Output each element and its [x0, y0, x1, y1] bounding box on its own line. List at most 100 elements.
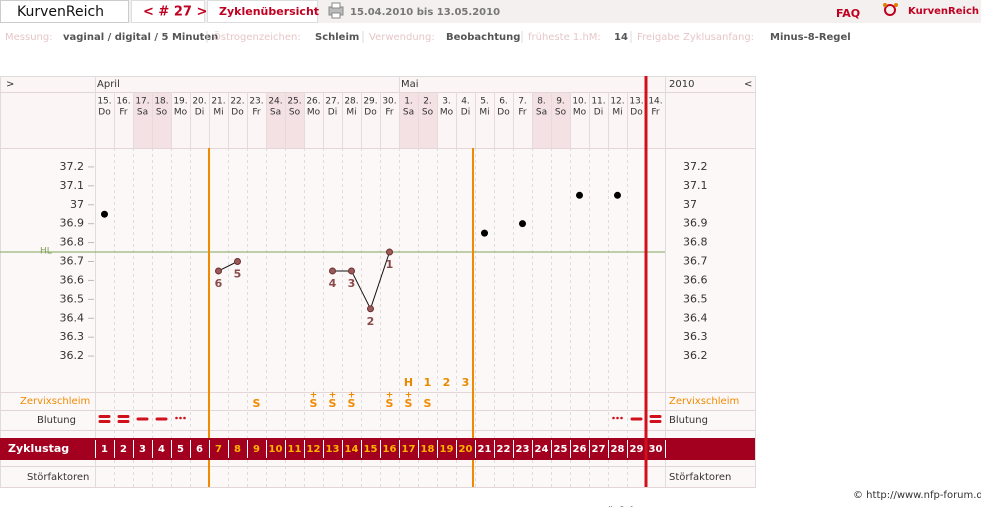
brand-icon: [883, 3, 898, 16]
cycle-day: 19: [440, 444, 454, 455]
mucus-mark: S: [424, 397, 432, 410]
cycle-day: 20: [459, 444, 473, 455]
bleeding-dot: [612, 416, 615, 420]
day-weekday: Mo: [307, 108, 321, 118]
day-weekday: Fr: [252, 108, 261, 118]
overview-box[interactable]: [207, 0, 318, 23]
cycle-chart: > <2010April15.Do16.Fr17.Sa18.So19.Mo20.D…: [0, 76, 756, 488]
temp-point: [614, 191, 621, 199]
bleeding-mark: [98, 415, 111, 423]
cycle-day: 7: [215, 444, 222, 455]
count-label: 3: [348, 277, 356, 290]
temp-segment: [218, 261, 238, 272]
day-weekday: Do: [630, 108, 643, 118]
bleeding-dash: [630, 417, 643, 421]
date-range: 15.04.2010 bis 13.05.2010: [350, 7, 500, 18]
temp-segment: [370, 251, 390, 309]
day-weekday: Do: [98, 108, 111, 118]
temp-point: [386, 248, 393, 256]
day-date: 22.: [230, 97, 244, 107]
y-tick-label: 36.3: [60, 330, 85, 343]
logo-box: [0, 0, 129, 23]
faq-link[interactable]: FAQ: [836, 7, 860, 20]
y-tick-label: 37.1: [60, 179, 85, 192]
cycle-day: 26: [573, 444, 587, 455]
temp-point: [329, 267, 336, 275]
cycle-day: 13: [326, 444, 340, 455]
y-tick-label-right: 36.2: [683, 349, 708, 362]
year: 2010: [669, 79, 694, 90]
day-date: 26.: [306, 97, 320, 107]
cycle-day-label: Zyklustag: [8, 442, 69, 455]
y-tick-label-right: 37.1: [683, 179, 708, 192]
nav-left: >: [6, 79, 14, 90]
mucus-mark: S: [386, 397, 394, 410]
peak-mark: 3: [462, 376, 470, 389]
day-weekday: So: [156, 108, 168, 118]
cycle-day: 27: [592, 444, 606, 455]
disturbances-label: Störfaktoren: [27, 472, 89, 483]
peak-mark: 1: [424, 376, 432, 389]
mucus-mark: S: [348, 397, 356, 410]
y-tick-label-right: 36.3: [683, 330, 708, 343]
y-tick-label-right: 36.4: [683, 311, 708, 324]
y-tick-label-right: 36.6: [683, 273, 708, 286]
cycle-day: 29: [630, 444, 644, 455]
cycle-day: 8: [234, 444, 241, 455]
bleeding-mark: [630, 417, 643, 421]
print-icon[interactable]: [328, 2, 344, 19]
y-tick-label: 37: [70, 198, 84, 211]
cycle-day: 4: [158, 444, 165, 455]
bleeding-dash: [117, 415, 130, 418]
bleeding-dash: [98, 420, 111, 423]
cycle-day: 23: [516, 444, 530, 455]
temp-segment: [351, 270, 371, 310]
bleeding-mark: [649, 415, 662, 423]
setting-label: Verwendung:: [369, 32, 435, 43]
cycle-day: 10: [269, 444, 283, 455]
weekend-shade: [152, 92, 171, 148]
day-weekday: Fr: [119, 108, 128, 118]
y-tick-label: 36.2: [60, 349, 85, 362]
temp-point: [215, 267, 222, 275]
day-weekday: Mo: [440, 108, 454, 118]
day-date: 13.: [629, 97, 643, 107]
day-weekday: Sa: [270, 108, 281, 118]
nav-box[interactable]: [131, 0, 205, 23]
settings-line: Messung: vaginal / digital / 5 MinutenÖst…: [5, 30, 851, 43]
setting-value: Beobachtung: [446, 32, 520, 43]
cycle-day: 6: [196, 444, 203, 455]
bleeding-mark: [612, 416, 623, 420]
weekend-shade: [551, 92, 570, 148]
cycle-nav[interactable]: < # 27 >: [143, 5, 207, 20]
cycle-day-bar: [0, 438, 755, 460]
setting-value: 14: [614, 32, 628, 43]
day-date: 17.: [135, 97, 149, 107]
setting-value: Minus-8-Regel: [770, 32, 851, 43]
y-tick-label: 36.4: [60, 311, 85, 324]
day-weekday: Sa: [137, 108, 148, 118]
cycle-day: 18: [421, 444, 435, 455]
day-date: 16.: [116, 97, 130, 107]
day-date: 24.: [268, 97, 282, 107]
day-weekday: Do: [231, 108, 244, 118]
brand: KurvenReich: [908, 6, 979, 17]
day-date: 30.: [382, 97, 396, 107]
mucus-mark: S: [253, 397, 261, 410]
y-tick-label: 37.2: [60, 160, 85, 173]
bleeding-dash: [98, 415, 111, 418]
temp-point: [481, 229, 488, 237]
count-label: 2: [367, 315, 375, 328]
day-date: 18.: [154, 97, 168, 107]
cycle-day: 2: [120, 444, 127, 455]
cycle-day: 9: [253, 444, 260, 455]
day-weekday: So: [422, 108, 434, 118]
y-tick-label: 36.9: [60, 217, 85, 230]
day-weekday: Mi: [213, 108, 223, 118]
overview-link[interactable]: Zyklenübersicht: [219, 5, 319, 18]
bleeding-dash: [136, 417, 149, 421]
y-tick-label-right: 37: [683, 198, 697, 211]
weekend-shade: [133, 92, 152, 148]
